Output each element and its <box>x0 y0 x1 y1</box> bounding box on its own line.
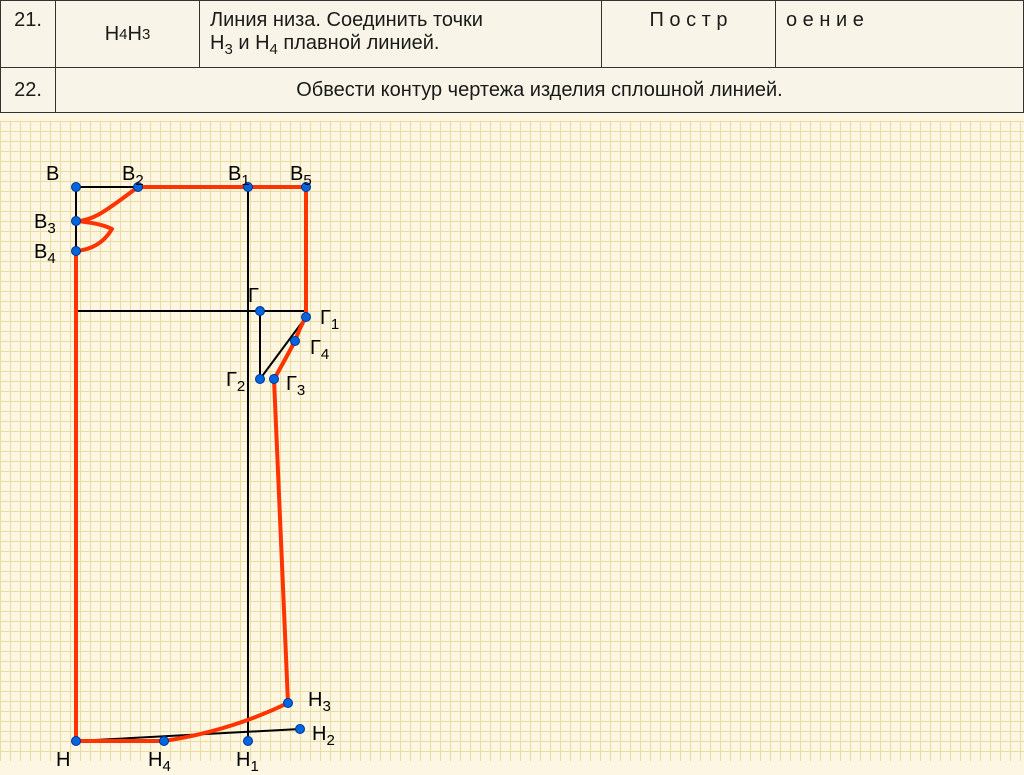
point-label-H3: Н3 <box>308 689 331 715</box>
row21-number: 21. <box>0 1 56 67</box>
row21-col4: П о с т р <box>602 1 776 67</box>
point-H3 <box>284 699 293 708</box>
row22-number: 22. <box>0 68 56 112</box>
row21-col5: о е н и е <box>776 1 1024 67</box>
point-label-B5: В5 <box>290 163 312 189</box>
point-G3 <box>270 375 279 384</box>
sym-sub1: 4 <box>119 26 127 43</box>
point-label-G1: Г1 <box>320 307 339 333</box>
point-label-H4: Н4 <box>148 749 171 775</box>
sym-h: Н <box>105 23 119 46</box>
desc-line2: Н3 и Н4 плавной линией. <box>210 32 591 58</box>
table-row-22: 22. Обвести контур чертежа изделия сплош… <box>0 68 1024 113</box>
point-label-B1: В1 <box>228 163 250 189</box>
point-H1 <box>244 737 253 746</box>
pattern-outline <box>76 187 306 741</box>
sym-h2: Н <box>128 23 142 46</box>
point-label-B: В <box>46 163 59 186</box>
point-label-G3: Г3 <box>286 373 305 399</box>
row21-description: Линия низа. Соединить точки Н3 и Н4 плав… <box>200 1 602 67</box>
point-B <box>72 183 81 192</box>
point-G1 <box>302 313 311 322</box>
desc-line1: Линия низа. Соединить точки <box>210 9 591 32</box>
point-B4 <box>72 247 81 256</box>
point-label-G2: Г2 <box>226 369 245 395</box>
point-label-B3: В3 <box>34 211 56 237</box>
point-label-G: Г <box>248 285 259 308</box>
point-G4 <box>291 337 300 346</box>
pattern-diagram: ВВ2В1В5В3В4ГГ1Г4Г2Г3НН4Н1Н2Н3 <box>0 121 1024 761</box>
point-label-H2: Н2 <box>312 723 335 749</box>
point-H <box>72 737 81 746</box>
point-label-H: Н <box>56 749 70 772</box>
point-label-G4: Г4 <box>310 337 329 363</box>
table-row-21: 21. Н4Н3 Линия низа. Соединить точки Н3 … <box>0 0 1024 68</box>
point-H4 <box>160 737 169 746</box>
point-G2 <box>256 375 265 384</box>
instruction-table: 21. Н4Н3 Линия низа. Соединить точки Н3 … <box>0 0 1024 113</box>
row21-symbol: Н4Н3 <box>56 1 200 67</box>
point-label-B4: В4 <box>34 241 56 267</box>
row22-description: Обвести контур чертежа изделия сплошной … <box>56 68 1024 112</box>
point-label-H1: Н1 <box>236 749 259 775</box>
sym-sub2: 3 <box>142 26 150 43</box>
point-H2 <box>296 725 305 734</box>
point-B3 <box>72 217 81 226</box>
diagram-svg <box>0 121 1024 761</box>
point-label-B2: В2 <box>122 163 144 189</box>
